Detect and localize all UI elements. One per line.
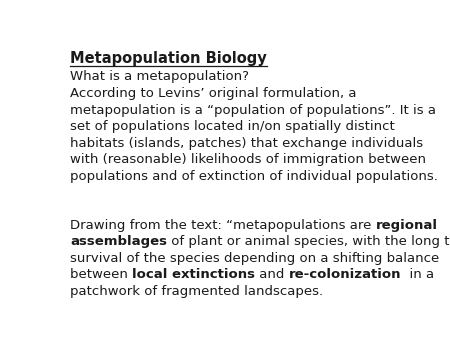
Text: in a: in a [401, 268, 435, 281]
Text: assemblages: assemblages [70, 236, 167, 248]
Text: What is a metapopulation?: What is a metapopulation? [70, 71, 249, 83]
Text: regional: regional [376, 219, 438, 232]
Text: and: and [255, 268, 289, 281]
Text: Drawing from the text: “metapopulations are: Drawing from the text: “metapopulations … [70, 219, 376, 232]
Text: re-colonization: re-colonization [289, 268, 401, 281]
Text: of plant or animal species, with the long term: of plant or animal species, with the lon… [167, 236, 450, 248]
Text: Metapopulation Biology: Metapopulation Biology [70, 51, 267, 66]
Text: patchwork of fragmented landscapes.: patchwork of fragmented landscapes. [70, 285, 323, 298]
Text: local extinctions: local extinctions [132, 268, 255, 281]
Text: According to Levins’ original formulation, a metapopulation is a “population of : According to Levins’ original formulatio… [70, 88, 438, 183]
Text: survival of the species depending on a shifting balance: survival of the species depending on a s… [70, 252, 440, 265]
Text: between: between [70, 268, 132, 281]
